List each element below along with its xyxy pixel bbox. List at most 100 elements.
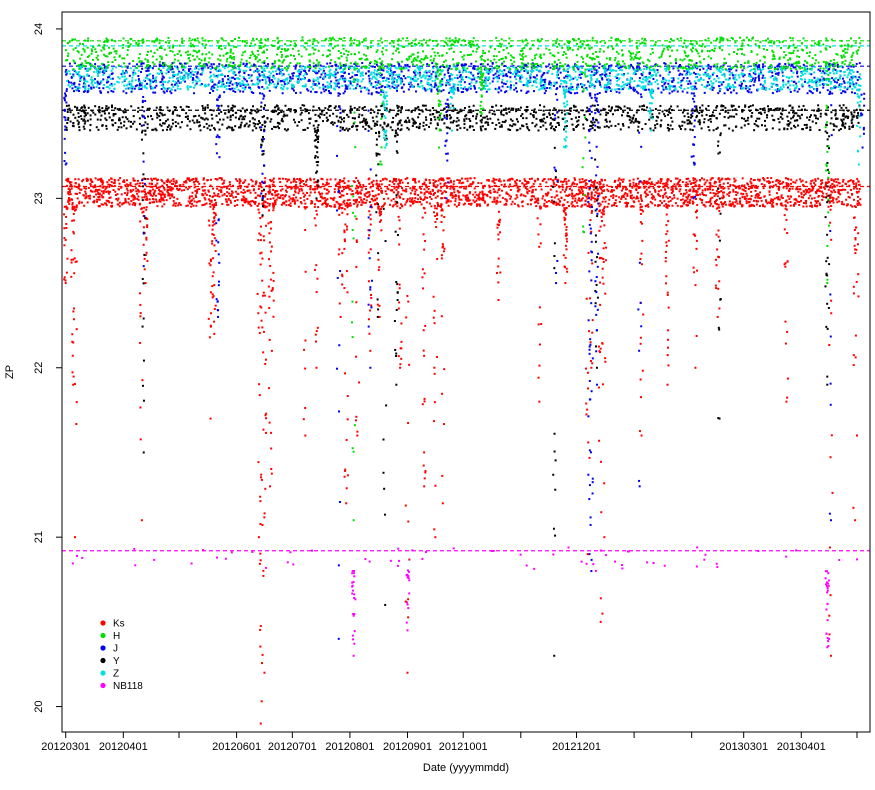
- data-point: [842, 104, 845, 107]
- data-point: [375, 202, 378, 205]
- data-point: [665, 195, 668, 198]
- data-point: [391, 189, 394, 192]
- data-point: [204, 106, 207, 109]
- data-point: [67, 180, 70, 183]
- data-point: [407, 128, 410, 131]
- data-point: [744, 190, 747, 193]
- data-point: [409, 204, 412, 207]
- data-point: [322, 197, 325, 200]
- data-point: [561, 186, 564, 189]
- data-point: [163, 196, 166, 199]
- data-point: [714, 199, 717, 202]
- data-point: [735, 186, 738, 189]
- data-point: [632, 178, 635, 181]
- data-point: [512, 107, 515, 110]
- data-point: [155, 112, 158, 115]
- data-point: [68, 193, 71, 196]
- data-point: [260, 128, 263, 131]
- data-point: [272, 110, 275, 113]
- data-point: [691, 202, 694, 205]
- data-point: [80, 188, 83, 191]
- data-point: [811, 179, 814, 182]
- data-point: [515, 118, 518, 121]
- data-point: [423, 272, 426, 275]
- data-point: [479, 119, 482, 122]
- data-point: [420, 203, 423, 206]
- data-point: [118, 117, 121, 120]
- data-point: [342, 201, 345, 204]
- data-point: [435, 207, 438, 210]
- data-point: [516, 128, 519, 131]
- data-point: [809, 194, 812, 197]
- data-point: [760, 113, 763, 116]
- data-point: [745, 197, 748, 200]
- data-point: [703, 558, 706, 561]
- data-point: [151, 118, 154, 121]
- data-point: [368, 560, 371, 563]
- data-point: [400, 357, 403, 360]
- data-point: [375, 174, 378, 177]
- data-point: [714, 202, 717, 205]
- data-point: [549, 123, 552, 126]
- data-point: [293, 179, 296, 182]
- data-point: [828, 343, 831, 346]
- data-point: [110, 205, 113, 208]
- data-point: [334, 178, 337, 181]
- data-point: [144, 133, 147, 136]
- data-point: [852, 198, 855, 201]
- data-point: [601, 612, 604, 615]
- data-point: [122, 202, 125, 205]
- data-point: [693, 110, 696, 113]
- data-point: [383, 487, 386, 490]
- data-point: [317, 200, 320, 203]
- data-point: [206, 179, 209, 182]
- data-point: [731, 129, 734, 132]
- data-point: [445, 184, 448, 187]
- data-point: [202, 194, 205, 197]
- data-point: [852, 187, 855, 190]
- data-point: [520, 89, 523, 92]
- data-point: [641, 105, 644, 108]
- data-point: [834, 114, 837, 117]
- data-point: [495, 178, 498, 181]
- data-point: [584, 200, 587, 203]
- data-point: [443, 190, 446, 193]
- data-point: [140, 519, 143, 522]
- data-point: [553, 129, 556, 132]
- data-point: [372, 183, 375, 186]
- data-point: [132, 196, 135, 199]
- data-point: [341, 273, 344, 276]
- data-point: [814, 200, 817, 203]
- data-point: [688, 200, 691, 203]
- data-point: [412, 178, 415, 181]
- data-point: [648, 190, 651, 193]
- data-point: [800, 193, 803, 196]
- data-point: [701, 191, 704, 194]
- data-point: [561, 188, 564, 191]
- data-point: [209, 259, 212, 262]
- data-point: [515, 179, 518, 182]
- data-point: [429, 181, 432, 184]
- data-point: [94, 190, 97, 193]
- data-point: [276, 190, 279, 193]
- data-point: [804, 188, 807, 191]
- data-point: [270, 431, 273, 434]
- data-point: [118, 205, 121, 208]
- data-point: [590, 211, 593, 214]
- data-point: [493, 200, 496, 203]
- data-point: [639, 206, 642, 209]
- data-point: [67, 104, 70, 107]
- data-point: [715, 264, 718, 267]
- data-point: [603, 189, 606, 192]
- data-point: [488, 111, 491, 114]
- data-point: [503, 185, 506, 188]
- data-point: [581, 178, 584, 181]
- data-point: [144, 217, 147, 220]
- data-point: [73, 205, 76, 208]
- data-point: [86, 119, 89, 122]
- data-point: [159, 193, 162, 196]
- data-point: [564, 282, 567, 285]
- data-point: [621, 180, 624, 183]
- data-point: [434, 186, 437, 189]
- data-point: [715, 562, 718, 565]
